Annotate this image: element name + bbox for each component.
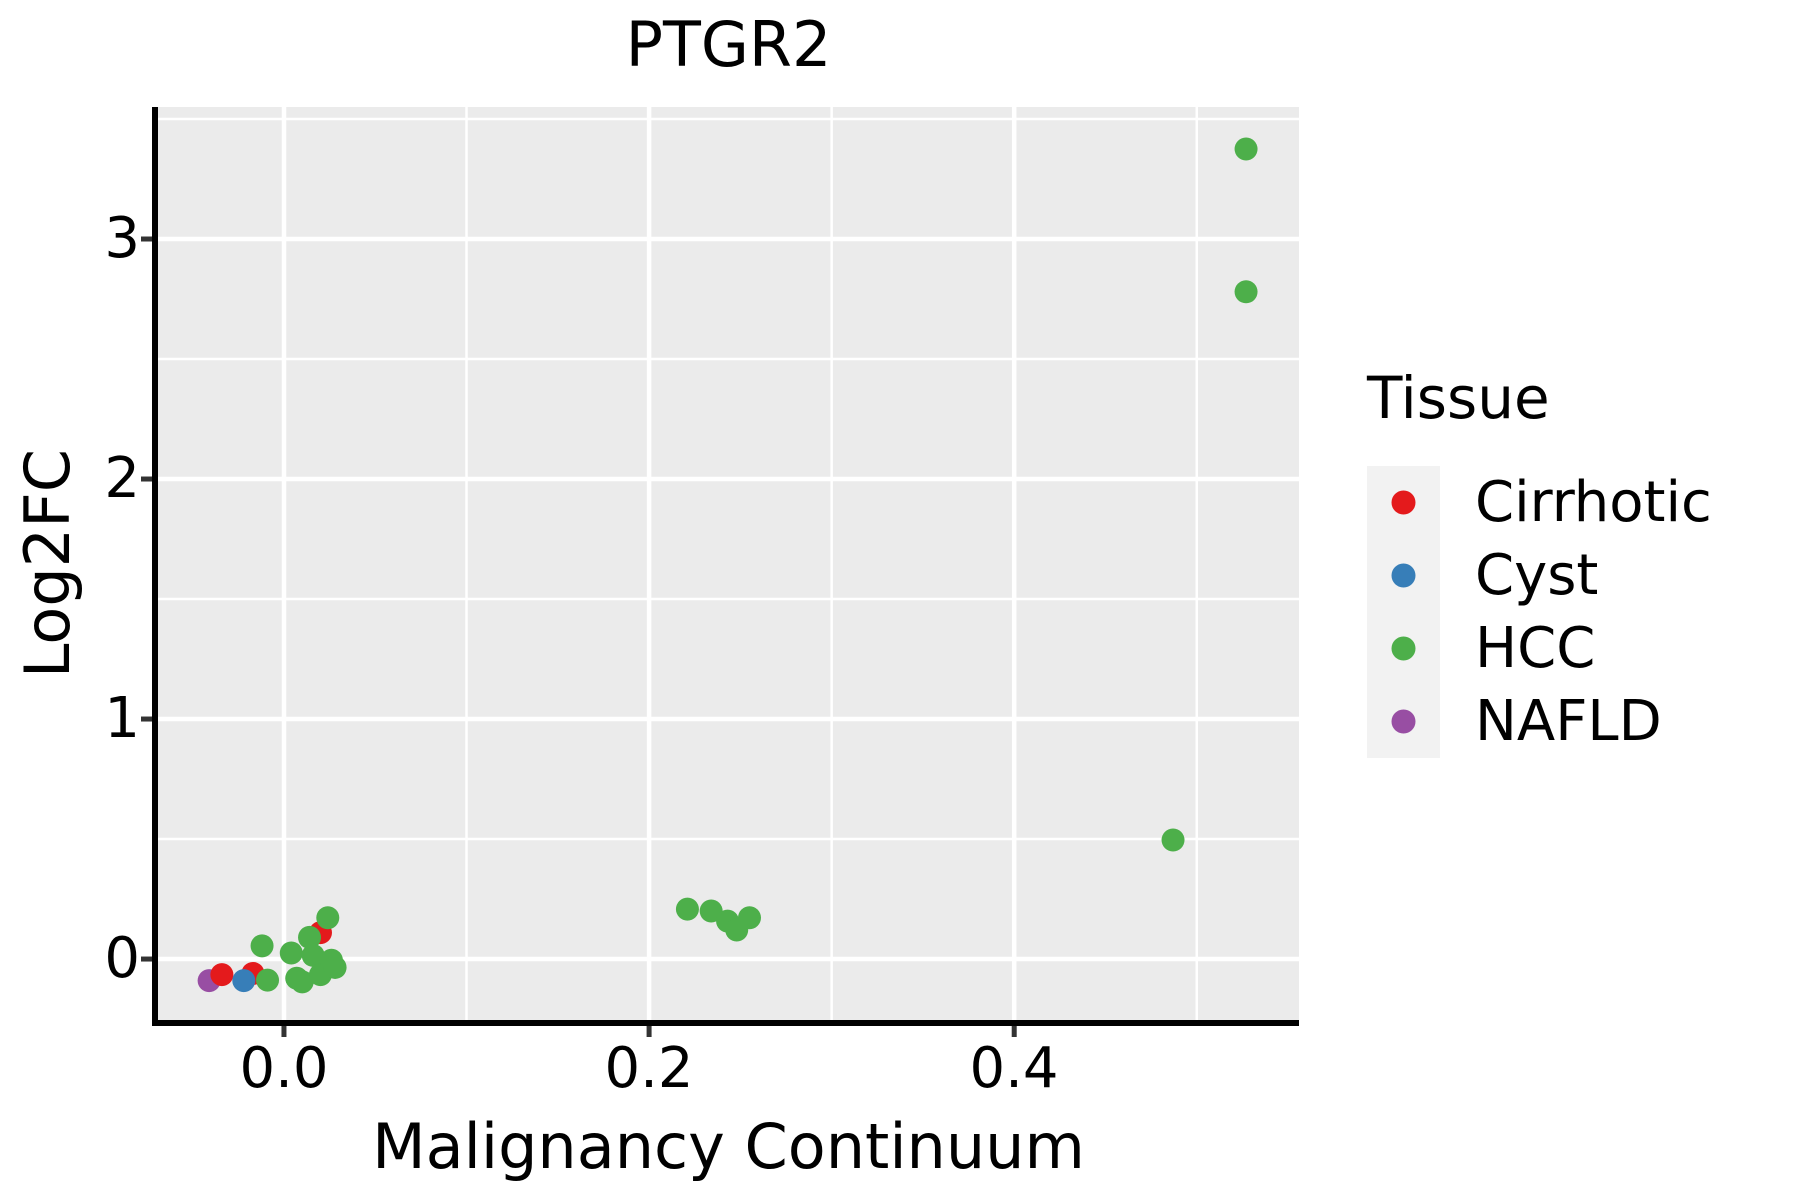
legend: Tissue Cirrhotic Cyst HCC [1367,368,1712,758]
legend-dot-icon [1391,490,1416,515]
data-point-hcc [1234,137,1258,161]
y-axis-line [152,107,158,1026]
legend-label: NAFLD [1475,689,1662,754]
y-tick-mark [141,236,152,242]
x-tick-mark [281,1026,287,1037]
x-axis-line [152,1020,1299,1026]
x-tick-mark [1011,1026,1017,1037]
data-point-hcc [250,934,274,958]
y-tick-label-2: 2 [104,446,140,511]
data-point-hcc [323,955,347,979]
legend-item-cirrhotic: Cirrhotic [1367,466,1712,539]
x-tick-label-0: 0.0 [239,1036,329,1101]
data-point-hcc [290,970,314,994]
data-point-hcc [316,906,340,930]
legend-title: Tissue [1367,364,1550,432]
x-axis-title: Malignancy Continuum [372,1110,1085,1183]
legend-dot-icon [1391,563,1416,588]
legend-key [1367,466,1440,539]
y-tick-mark [141,716,152,722]
panel-background [158,107,1299,1020]
legend-dot-icon [1391,709,1416,734]
x-tick-label-1: 0.2 [604,1036,694,1101]
x-tick-label-2: 0.4 [969,1036,1059,1101]
data-point-cyst [232,969,256,993]
legend-label: HCC [1475,616,1596,681]
chart-title: PTGR2 [625,8,832,81]
data-point-hcc [298,925,322,949]
data-point-hcc [737,906,761,930]
legend-item-hcc: HCC [1367,612,1712,685]
data-point-hcc [1161,828,1185,852]
legend-label: Cyst [1475,543,1599,608]
legend-key [1367,612,1440,685]
data-point-hcc [256,968,280,992]
y-tick-mark [141,476,152,482]
legend-label: Cirrhotic [1475,470,1712,535]
data-point-cirrhotic [210,963,234,987]
y-tick-label-3: 3 [104,206,140,271]
legend-dot-icon [1391,636,1416,661]
y-tick-label-1: 1 [104,686,140,751]
legend-item-cyst: Cyst [1367,539,1712,612]
legend-item-nafld: NAFLD [1367,685,1712,758]
y-tick-label-0: 0 [104,926,140,991]
x-tick-mark [646,1026,652,1037]
data-point-hcc [301,943,325,967]
legend-key [1367,685,1440,758]
data-point-hcc [699,899,723,923]
data-point-hcc [675,897,699,921]
data-point-hcc [279,941,303,965]
y-tick-mark [141,956,152,962]
data-point-hcc [1234,280,1258,304]
legend-key [1367,539,1440,612]
